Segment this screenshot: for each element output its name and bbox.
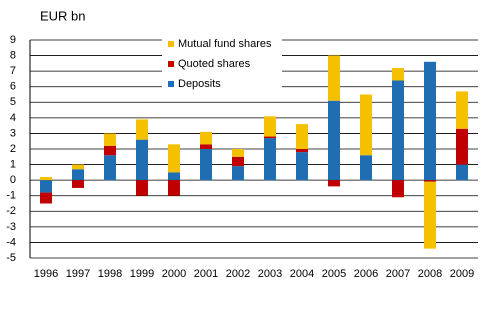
bar-segment: [328, 180, 340, 187]
x-tick-label: 2009: [450, 268, 474, 280]
bar-segment: [72, 180, 84, 188]
y-tick-label: -2: [6, 205, 16, 217]
bar-segment: [264, 138, 276, 181]
y-tick-label: 6: [10, 81, 16, 93]
bar-segment: [104, 145, 116, 156]
bar-segment: [104, 133, 116, 146]
bar-segment: [264, 136, 276, 139]
y-tick-label: 3: [10, 127, 16, 139]
bar-segment: [232, 166, 244, 181]
y-tick-label: 8: [10, 49, 16, 61]
bar-segment: [136, 180, 148, 196]
x-tick-label: 2007: [386, 268, 410, 280]
bar-segment: [72, 164, 84, 170]
y-tick-label: -1: [6, 190, 16, 202]
bar-segment: [424, 181, 436, 249]
y-axis-label: EUR bn: [40, 8, 86, 23]
bar-segment: [456, 91, 468, 129]
x-tick-label: 2001: [194, 268, 218, 280]
bar-segment: [40, 192, 52, 204]
x-tick-label: 2002: [226, 268, 250, 280]
x-tick-label: 2003: [258, 268, 282, 280]
y-tick-label: 1: [10, 158, 16, 170]
x-tick-label: 2000: [162, 268, 186, 280]
y-tick-label: -3: [6, 221, 16, 233]
y-tick-label: 7: [10, 65, 16, 77]
legend-label: Quoted shares: [178, 58, 251, 70]
bar-segment: [296, 124, 308, 149]
bar-segment: [168, 172, 180, 181]
bar-segment: [72, 169, 84, 181]
x-tick-label: 2008: [418, 268, 442, 280]
bar-segment: [200, 144, 212, 149]
y-tick-label: -5: [6, 252, 16, 264]
legend-swatch: [168, 81, 174, 87]
bar-segment: [264, 116, 276, 137]
bar-segment: [168, 180, 180, 196]
bar-segment: [200, 149, 212, 181]
y-tick-label: 0: [10, 174, 16, 186]
legend-label: Mutual fund shares: [178, 38, 272, 50]
y-tick-label: 5: [10, 96, 16, 108]
bar-segment: [360, 94, 372, 156]
legend-box: [162, 35, 282, 93]
x-tick-label: 2005: [322, 268, 346, 280]
legend-swatch: [168, 41, 174, 47]
bar-segment: [392, 180, 404, 198]
x-tick-label: 2004: [290, 268, 314, 280]
bar-segment: [456, 128, 468, 165]
bar-segment: [392, 80, 404, 181]
x-tick-label: 1999: [130, 268, 154, 280]
x-tick-label: 1996: [34, 268, 58, 280]
bar-segment: [136, 119, 148, 140]
bar-segment: [40, 180, 52, 193]
bar-segment: [296, 152, 308, 181]
bar-segment: [232, 149, 244, 157]
y-tick-label: 2: [10, 143, 16, 155]
bar-segment: [392, 68, 404, 81]
bar-segment: [296, 149, 308, 153]
bar-segment: [328, 55, 340, 101]
x-tick-label: 1997: [66, 268, 90, 280]
bar-segment: [456, 164, 468, 181]
bar-segment: [40, 177, 52, 181]
y-tick-label: 9: [10, 34, 16, 46]
y-tick-label: -4: [6, 236, 16, 248]
legend-label: Deposits: [178, 78, 221, 90]
bar-segment: [424, 180, 436, 182]
bar-segment: [104, 155, 116, 181]
x-tick-label: 1998: [98, 268, 122, 280]
x-tick-label: 2006: [354, 268, 378, 280]
bar-segment: [360, 155, 372, 181]
bar-segment: [232, 156, 244, 167]
bar-segment: [328, 100, 340, 181]
bar-segment: [136, 139, 148, 181]
bar-segment: [168, 144, 180, 173]
legend-swatch: [168, 61, 174, 67]
bar-segment: [200, 131, 212, 145]
y-tick-label: 4: [10, 112, 16, 124]
bar-segment: [424, 61, 436, 181]
